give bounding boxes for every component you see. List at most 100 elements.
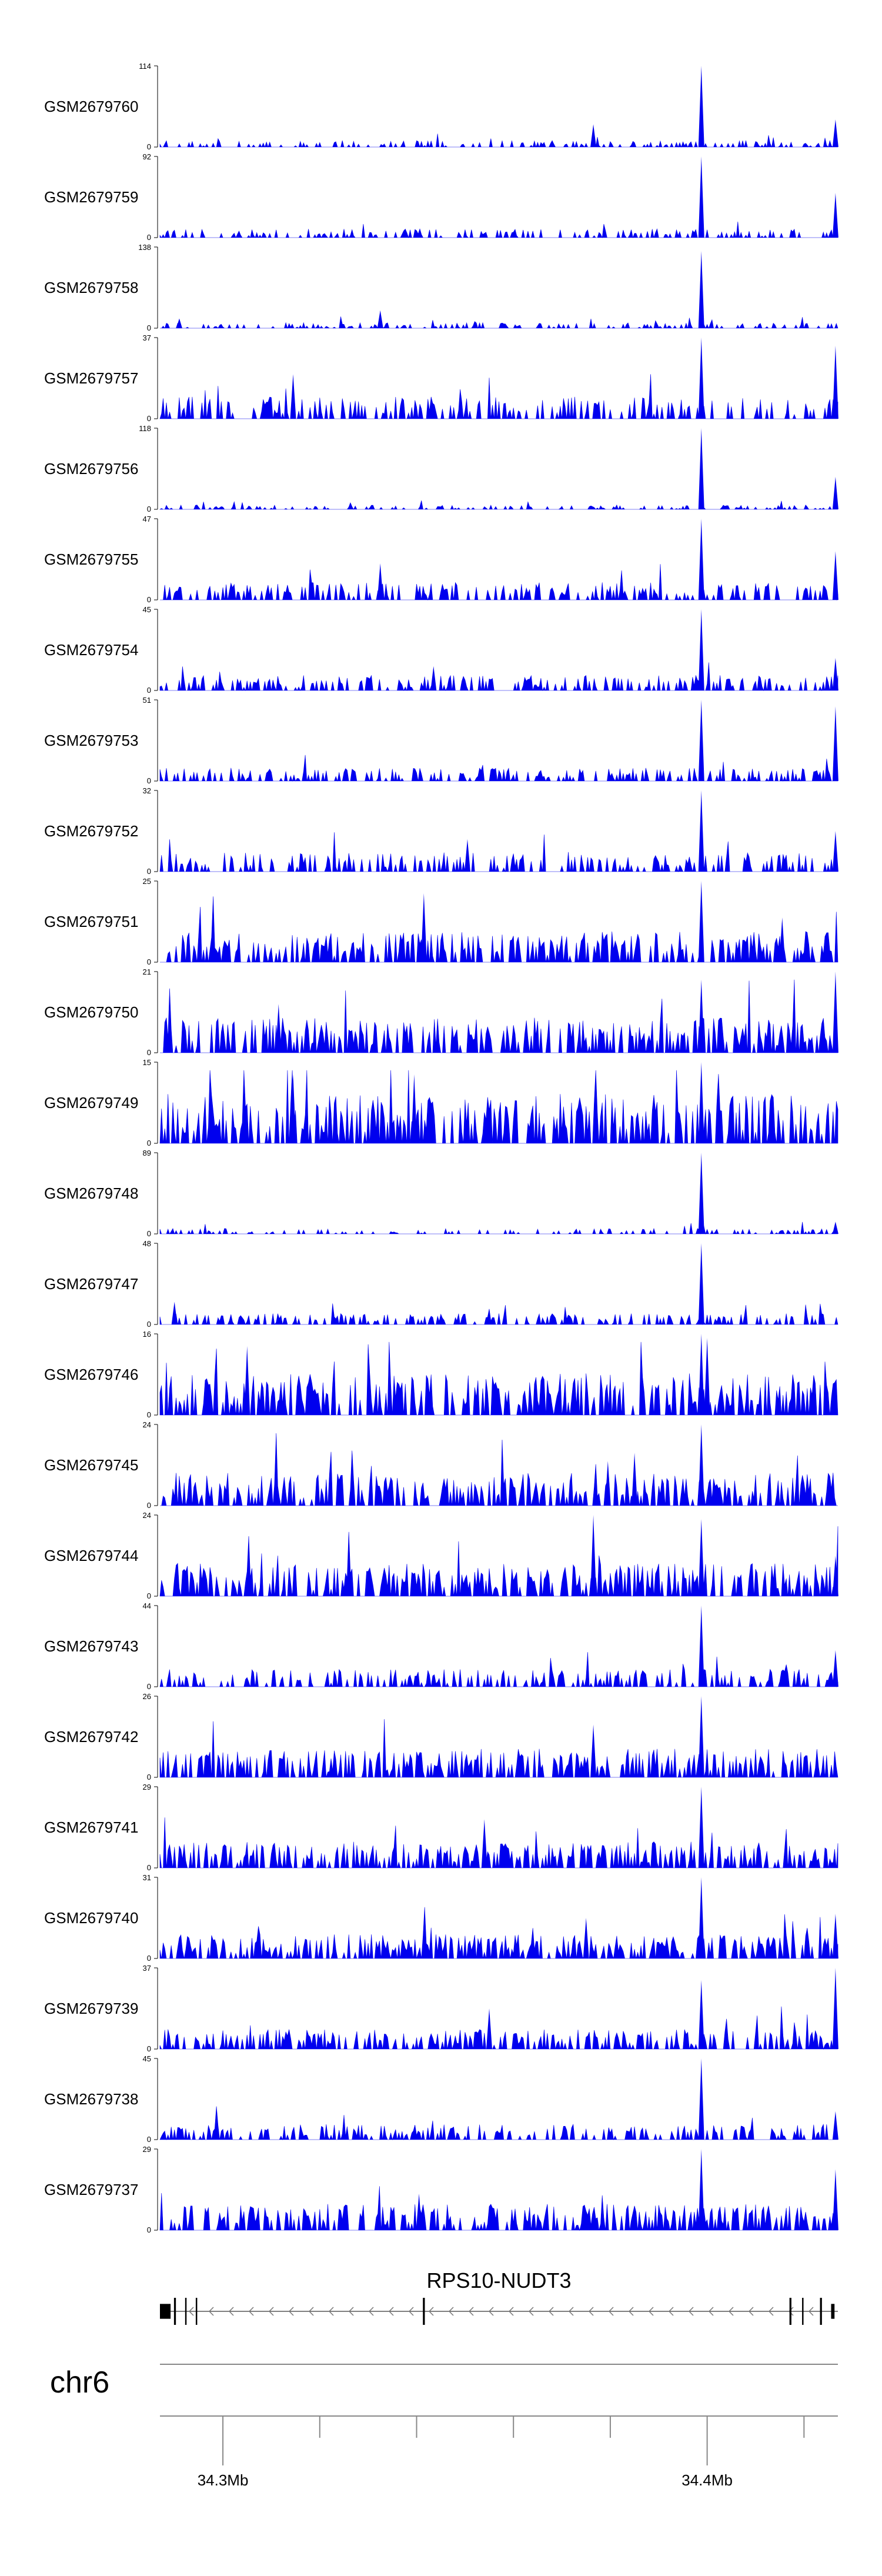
coverage-peak — [590, 124, 597, 147]
coverage-peak — [832, 658, 838, 690]
coverage-peak — [590, 1515, 597, 1596]
coverage-area — [159, 832, 838, 873]
strand-chevron — [248, 2307, 254, 2316]
track-GSM2679740: GSM2679740 31 0 — [44, 1873, 838, 1963]
strand-chevron — [568, 2307, 574, 2316]
coverage-peak — [832, 831, 838, 872]
track-GSM2679751: GSM2679751 25 0 — [44, 877, 838, 966]
coverage-area — [159, 2106, 838, 2141]
strand-chevron — [408, 2307, 414, 2316]
strand-chevron — [468, 2307, 474, 2316]
coverage-peak — [698, 66, 704, 147]
strand-chevron — [188, 2307, 194, 2316]
coverage-peak — [698, 790, 704, 872]
coverage-area — [159, 2186, 838, 2231]
coverage-peak — [486, 2008, 493, 2049]
strand-chevron — [288, 2307, 294, 2316]
track-ymax-label: 51 — [143, 696, 151, 705]
coverage-peak — [420, 893, 427, 962]
coverage-peak — [832, 972, 838, 1053]
coverage-peak — [832, 2111, 838, 2140]
coverage-area — [159, 1342, 838, 1416]
track-ymax-label: 114 — [139, 62, 151, 71]
coverage-peak — [698, 1062, 704, 1143]
track-ymax-label: 29 — [143, 2145, 151, 2154]
track-ymin-label: 0 — [147, 1139, 151, 1147]
track-label: GSM2679739 — [44, 2000, 138, 2017]
coverage-peak — [832, 1222, 838, 1234]
track-label: GSM2679754 — [44, 641, 138, 659]
strand-chevron — [348, 2307, 354, 2316]
strand-chevron — [708, 2307, 714, 2316]
track-ymin-label: 0 — [147, 323, 151, 332]
coverage-peak — [416, 2193, 422, 2230]
track-ymax-label: 89 — [143, 1149, 151, 1157]
strand-chevron — [528, 2307, 534, 2316]
track-ymin-label: 0 — [147, 233, 151, 242]
coverage-peak — [832, 1914, 838, 1958]
track-GSM2679741: GSM2679741 29 0 — [44, 1783, 838, 1872]
track-ymin-label: 0 — [147, 1954, 151, 1963]
track-label: GSM2679742 — [44, 1728, 138, 1746]
strand-chevron — [768, 2307, 774, 2316]
strand-chevron — [588, 2307, 594, 2316]
coverage-peak — [698, 2149, 704, 2230]
track-GSM2679749: GSM2679749 15 0 — [44, 1058, 838, 1147]
track-label: GSM2679746 — [44, 1366, 138, 1383]
coverage-peak — [832, 345, 838, 419]
coverage-area — [159, 1907, 838, 1960]
strand-chevron — [388, 2307, 394, 2316]
gene-exon — [160, 2304, 171, 2319]
track-ymax-label: 29 — [143, 1783, 151, 1791]
strand-chevron — [268, 2307, 274, 2316]
strand-chevron — [668, 2307, 674, 2316]
track-GSM2679750: GSM2679750 21 0 — [44, 967, 838, 1057]
track-label: GSM2679752 — [44, 822, 138, 840]
coverage-peak — [698, 1424, 704, 1506]
coverage-peak — [832, 476, 838, 509]
coverage-peak — [632, 1453, 638, 1506]
coverage-peak — [698, 1153, 704, 1234]
gene-exon — [789, 2298, 791, 2325]
coverage-peak — [698, 2058, 704, 2140]
coverage-peak — [583, 1918, 589, 1958]
track-ymin-label: 0 — [147, 2225, 151, 2234]
gene-exon — [802, 2298, 804, 2325]
gene-exons — [160, 2298, 835, 2325]
track-GSM2679739: GSM2679739 37 0 — [44, 1964, 838, 2053]
coverage-peak — [704, 1337, 710, 1415]
coverage-peak — [698, 156, 704, 238]
track-ymax-label: 25 — [143, 877, 151, 886]
gene-exon — [820, 2298, 822, 2325]
coverage-peak — [832, 1556, 838, 1596]
track-GSM2679742: GSM2679742 26 0 — [44, 1692, 838, 1781]
track-label: GSM2679744 — [44, 1547, 138, 1564]
coverage-area — [159, 1817, 838, 1868]
genome-axis: chr6 34.3Mb 34.4Mb — [50, 2364, 838, 2489]
track-GSM2679757: GSM2679757 37 0 — [44, 333, 838, 423]
coverage-peak — [430, 666, 437, 690]
axis-tick-label: 34.3Mb — [198, 2471, 249, 2489]
coverage-peak — [411, 1074, 417, 1143]
coverage-peak — [176, 318, 182, 328]
track-label: GSM2679759 — [44, 188, 138, 206]
gene-label: RPS10-NUDT3 — [426, 2268, 571, 2293]
strand-chevron — [308, 2307, 314, 2316]
track-label: GSM2679755 — [44, 550, 138, 568]
coverage-peak — [377, 563, 383, 600]
track-GSM2679738: GSM2679738 45 0 — [44, 2054, 838, 2144]
track-ymax-label: 44 — [143, 1601, 151, 1610]
track-ymin-label: 0 — [147, 686, 151, 695]
track-ymax-label: 26 — [143, 1692, 151, 1701]
strand-chevrons — [188, 2307, 814, 2316]
strand-chevron — [788, 2307, 794, 2316]
coverage-peak — [698, 338, 704, 419]
coverage-peak — [275, 1004, 282, 1053]
strand-chevron — [488, 2307, 494, 2316]
coverage-peak — [698, 251, 704, 328]
coverage-peak — [832, 706, 838, 781]
track-GSM2679745: GSM2679745 24 0 — [44, 1420, 838, 1510]
strand-chevron — [428, 2307, 434, 2316]
coverage-area — [159, 1303, 838, 1326]
track-label: GSM2679758 — [44, 279, 138, 296]
